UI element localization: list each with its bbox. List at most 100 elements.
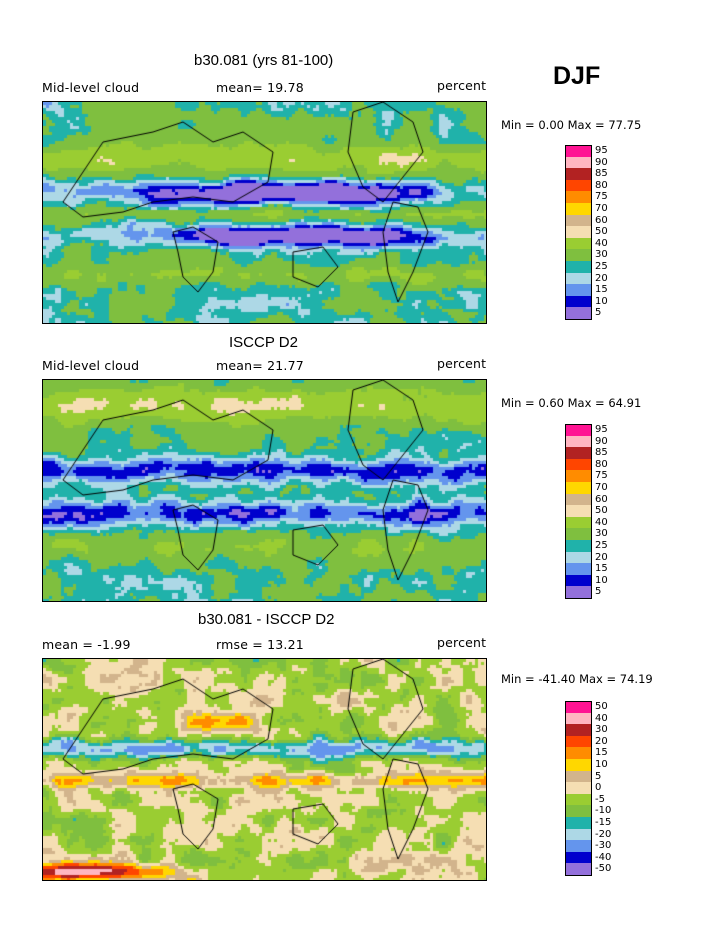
legend-swatch [565, 470, 592, 482]
legend-label: 15 [595, 284, 608, 296]
panel-3-minmax: Min = -41.40 Max = 74.19 [501, 672, 653, 686]
legend-swatch [565, 724, 592, 736]
legend-label: 60 [595, 493, 608, 505]
legend-label: 40 [595, 237, 608, 249]
legend-swatch [565, 168, 592, 180]
legend-label: 50 [595, 701, 608, 712]
panel-2-map [42, 379, 487, 602]
legend-swatch [565, 435, 592, 448]
legend-swatch [565, 528, 592, 540]
legend-swatch [565, 828, 592, 841]
legend-label: 20 [595, 272, 608, 284]
legend-swatch [565, 493, 592, 506]
legend-label: -20 [595, 828, 612, 840]
legend-swatch [565, 793, 592, 806]
panel-2-variable: Mid-level cloud [42, 358, 140, 373]
legend-label: 5 [595, 770, 602, 782]
legend-label: -30 [595, 840, 612, 852]
legend-label: 90 [595, 435, 608, 447]
legend-swatch [565, 551, 592, 564]
legend-swatch [565, 307, 592, 320]
legend-swatch [565, 586, 592, 599]
legend-label: 10 [595, 574, 608, 586]
legend-label: 40 [595, 516, 608, 528]
legend-swatch [565, 840, 592, 852]
panel-3-title: b30.081 - ISCCP D2 [198, 611, 335, 628]
legend-swatch [565, 226, 592, 238]
legend-label: 85 [595, 447, 608, 459]
legend-swatch [565, 805, 592, 817]
season-label: DJF [553, 62, 601, 90]
legend-label: 5 [595, 586, 602, 598]
panel-3-units: percent [437, 635, 487, 650]
legend-swatch [565, 458, 592, 471]
legend-swatch [565, 770, 592, 783]
legend-label: 30 [595, 249, 608, 261]
map-field [43, 102, 486, 323]
panel-1-legend: 95 90 85 80 75 70 60 50 40 30 25 20 15 10 5 [565, 145, 625, 320]
panel-2-legend: 95 90 85 80 75 70 60 50 40 30 25 20 15 10 5 [565, 424, 625, 599]
legend-label: 50 [595, 226, 608, 238]
map-field [43, 659, 486, 880]
legend-label: 25 [595, 261, 608, 272]
legend-label: 70 [595, 482, 608, 493]
legend-label: 30 [595, 724, 608, 736]
legend-label: 25 [595, 540, 608, 551]
map-field [43, 380, 486, 601]
legend-label: 10 [595, 295, 608, 307]
legend-label: 95 [595, 424, 608, 435]
legend-swatch [565, 747, 592, 759]
legend-swatch [565, 179, 592, 192]
legend-label: 85 [595, 168, 608, 180]
panel-3-legend: 50 40 30 20 15 10 5 0 -5 -10 -15 -20 -30 -40 -50 [565, 701, 625, 876]
legend-swatch [565, 516, 592, 529]
legend-label: 30 [595, 528, 608, 540]
legend-label: 5 [595, 307, 602, 319]
legend-swatch [565, 712, 592, 725]
panel-3-mean: mean = -1.99 [42, 637, 131, 652]
legend-label: 90 [595, 156, 608, 168]
legend-swatch [565, 563, 592, 575]
legend-swatch [565, 214, 592, 227]
legend-label: 80 [595, 458, 608, 470]
legend-label: 15 [595, 747, 608, 759]
legend-swatch [565, 424, 592, 437]
legend-label: 50 [595, 505, 608, 517]
legend-label: 20 [595, 735, 608, 747]
legend-label: 80 [595, 179, 608, 191]
panel-1-minmax: Min = 0.00 Max = 77.75 [501, 118, 642, 132]
legend-label: 10 [595, 759, 608, 770]
panel-3-rmse: rmse = 13.21 [216, 637, 304, 652]
panel-2-title: ISCCP D2 [229, 334, 298, 351]
legend-label: -40 [595, 851, 612, 863]
legend-label: -15 [595, 817, 612, 828]
legend-swatch [565, 249, 592, 261]
legend-swatch [565, 505, 592, 517]
legend-label: 0 [595, 782, 602, 794]
legend-swatch [565, 863, 592, 876]
legend-label: 75 [595, 470, 608, 482]
legend-swatch [565, 735, 592, 748]
legend-label: 40 [595, 712, 608, 724]
panel-1-units: percent [437, 78, 487, 93]
legend-swatch [565, 759, 592, 771]
panel-2-units: percent [437, 356, 487, 371]
panel-1-variable: Mid-level cloud [42, 80, 140, 95]
panel-2-mean: mean= 21.77 [216, 358, 304, 373]
panel-1-title: b30.081 (yrs 81-100) [194, 52, 334, 69]
legend-label: 15 [595, 563, 608, 575]
panel-3-map [42, 658, 487, 881]
legend-label: 95 [595, 145, 608, 156]
legend-swatch [565, 851, 592, 864]
panel-1-mean: mean= 19.78 [216, 80, 304, 95]
legend-swatch [565, 284, 592, 296]
legend-swatch [565, 782, 592, 794]
legend-label: -5 [595, 793, 605, 805]
legend-label: 60 [595, 214, 608, 226]
legend-swatch [565, 156, 592, 169]
legend-swatch [565, 191, 592, 203]
legend-swatch [565, 203, 592, 215]
legend-swatch [565, 482, 592, 494]
legend-swatch [565, 237, 592, 250]
legend-swatch [565, 817, 592, 829]
